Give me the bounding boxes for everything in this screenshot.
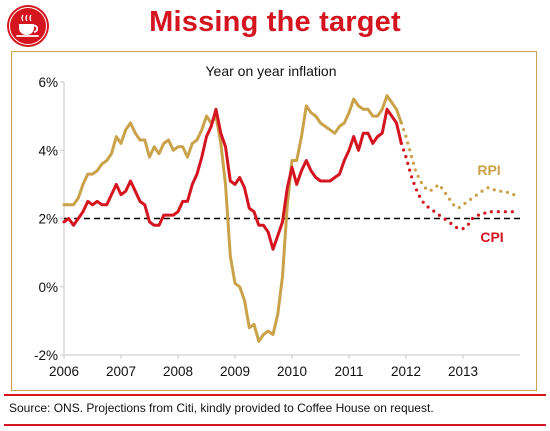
rpi-projection-line xyxy=(399,121,517,210)
x-tick-label: 2011 xyxy=(334,364,363,379)
x-tick-label: 2008 xyxy=(163,364,193,379)
y-tick-label: 0% xyxy=(38,280,58,295)
x-tick-label: 2006 xyxy=(49,364,79,379)
y-tick-label: 6% xyxy=(38,75,58,90)
chart-title: Year on year inflation xyxy=(205,63,336,79)
coffee-house-logo xyxy=(7,5,49,47)
x-tick-label: 2007 xyxy=(106,364,136,379)
x-tick-labels: 2006 2007 2008 2009 2010 2011 2012 2013 xyxy=(49,355,478,379)
x-tick-label: 2013 xyxy=(448,364,478,379)
y-tick-label: 4% xyxy=(38,143,58,158)
cpi-line xyxy=(62,107,403,251)
x-tick-label: 2010 xyxy=(277,364,307,379)
x-tick-label: 2012 xyxy=(391,364,421,379)
y-tick-label: -2% xyxy=(34,348,58,363)
series-lines xyxy=(62,94,517,343)
y-tick-labels: -2% 0% 2% 4% 6% xyxy=(34,75,64,363)
footer-divider-top xyxy=(4,394,546,396)
cpi-series-label: CPI xyxy=(480,229,503,245)
rpi-series-label: RPI xyxy=(477,162,500,178)
footer-divider-bottom xyxy=(4,424,546,426)
plot-area xyxy=(63,82,520,356)
source-note: Source: ONS. Projections from Citi, kind… xyxy=(9,401,434,415)
cpi-projection-line xyxy=(399,141,517,231)
page-title: Missing the target xyxy=(149,6,401,38)
y-tick-label: 2% xyxy=(38,212,58,227)
x-tick-label: 2009 xyxy=(220,364,250,379)
rpi-line xyxy=(62,94,403,343)
